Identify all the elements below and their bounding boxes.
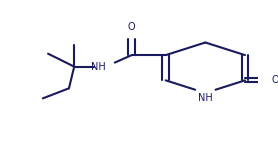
- Text: O: O: [271, 75, 278, 85]
- Text: NH: NH: [91, 62, 106, 72]
- Text: NH: NH: [198, 93, 213, 103]
- Text: O: O: [128, 22, 136, 32]
